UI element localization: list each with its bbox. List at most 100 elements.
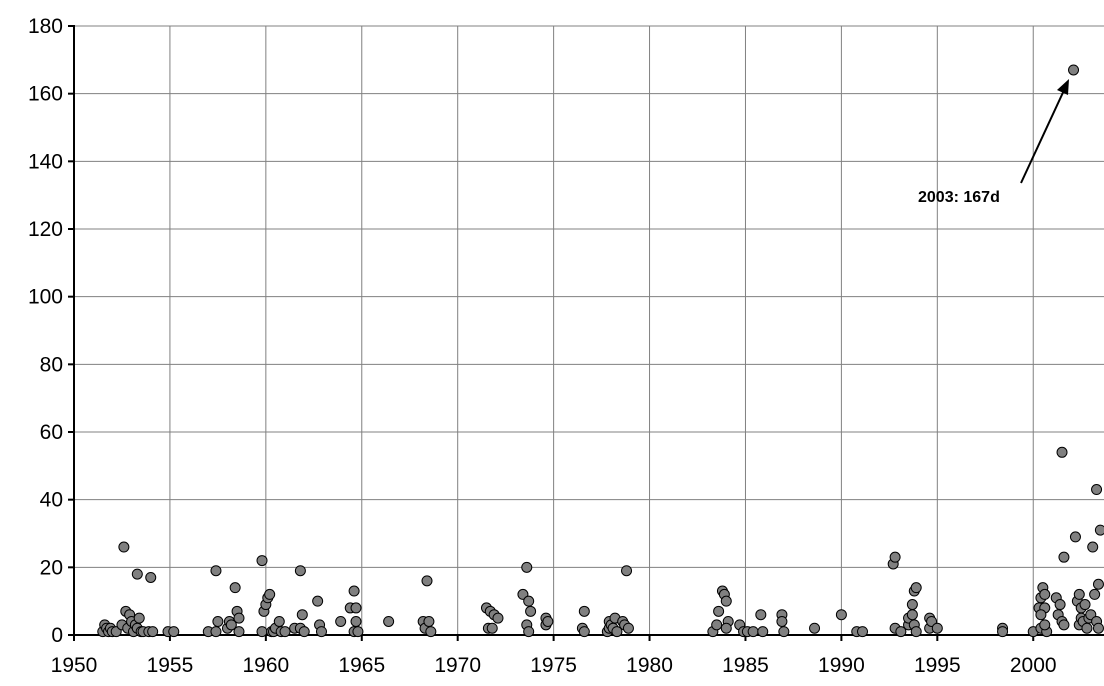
data-point	[1094, 524, 1104, 536]
data-point	[525, 605, 537, 617]
data-point	[131, 568, 143, 580]
data-point	[1073, 588, 1085, 600]
data-point	[210, 565, 222, 577]
data-point	[296, 609, 308, 621]
data-point	[118, 541, 130, 553]
data-point	[1087, 541, 1099, 553]
data-point	[273, 615, 285, 627]
data-point	[298, 626, 310, 638]
data-point	[133, 612, 145, 624]
y-tick-label: 40	[40, 489, 63, 512]
x-tick-label: 1975	[530, 654, 577, 677]
data-point	[492, 612, 504, 624]
axes: 0 20 40 60 80 100 120 140 160 180 1950 1955 1960 1965…	[28, 15, 1104, 677]
data-point	[1069, 531, 1081, 543]
annotation-arrowhead	[1057, 79, 1069, 95]
data-point	[778, 626, 790, 638]
data-point	[350, 602, 362, 614]
data-point	[229, 582, 241, 594]
data-points	[97, 64, 1104, 638]
data-point	[910, 582, 922, 594]
data-point	[335, 615, 347, 627]
data-point	[906, 609, 918, 621]
data-point	[1054, 599, 1066, 611]
data-point	[350, 615, 362, 627]
data-point	[294, 565, 306, 577]
data-point	[212, 615, 224, 627]
data-point	[225, 619, 237, 631]
data-point	[1035, 609, 1047, 621]
annotation-arrow-line	[1020, 85, 1067, 184]
data-point	[809, 622, 821, 634]
x-tick-label: 1970	[434, 654, 481, 677]
x-tick-label: 1955	[147, 654, 194, 677]
y-tick-label: 100	[28, 286, 63, 309]
data-point	[578, 626, 590, 638]
data-point	[348, 585, 360, 597]
x-tick-label: 1980	[626, 654, 673, 677]
data-point	[1056, 446, 1068, 458]
data-point	[1079, 599, 1091, 611]
x-tick-label: 1950	[51, 654, 98, 677]
data-point	[383, 615, 395, 627]
data-point	[906, 599, 918, 611]
data-point	[352, 626, 364, 638]
data-point	[210, 626, 222, 638]
x-tick-label: 2000	[1010, 654, 1057, 677]
data-point	[1092, 622, 1104, 634]
data-point	[713, 605, 725, 617]
data-point	[421, 575, 433, 587]
data-point	[233, 612, 245, 624]
data-point	[168, 626, 180, 638]
annotation: 2003: 167d	[918, 79, 1069, 206]
data-point	[1058, 619, 1070, 631]
data-point	[720, 595, 732, 607]
x-tick-label: 1995	[914, 654, 961, 677]
data-point	[622, 622, 634, 634]
data-point	[147, 626, 159, 638]
data-point	[931, 622, 943, 634]
data-point	[611, 626, 623, 638]
data-point	[425, 626, 437, 638]
data-point	[1058, 551, 1070, 563]
data-point	[145, 571, 157, 583]
x-tick-label: 1990	[818, 654, 865, 677]
y-tick-label: 80	[40, 353, 63, 376]
data-point	[1089, 588, 1101, 600]
data-point	[423, 615, 435, 627]
data-point	[578, 605, 590, 617]
data-point	[1039, 619, 1051, 631]
x-tick-label: 1985	[722, 654, 769, 677]
gridlines	[74, 25, 1104, 635]
data-point	[755, 609, 767, 621]
data-point	[1091, 484, 1103, 496]
data-point	[523, 626, 535, 638]
data-point	[747, 626, 759, 638]
data-point	[910, 626, 922, 638]
data-point	[315, 626, 327, 638]
annotation-label: 2003: 167d	[918, 189, 1000, 206]
y-tick-label: 0	[51, 624, 63, 647]
data-point	[835, 609, 847, 621]
data-point	[711, 619, 723, 631]
data-point	[264, 588, 276, 600]
y-tick-label: 160	[28, 83, 63, 106]
data-point	[279, 626, 291, 638]
data-point	[233, 626, 245, 638]
data-point	[997, 626, 1009, 638]
x-tick-label: 1965	[338, 654, 385, 677]
y-tick-label: 140	[28, 150, 63, 173]
data-point	[1039, 588, 1051, 600]
data-point	[523, 595, 535, 607]
data-point	[312, 595, 324, 607]
data-point	[1092, 578, 1104, 590]
data-point	[256, 626, 268, 638]
y-tick-label: 120	[28, 218, 63, 241]
data-point	[621, 565, 633, 577]
x-tick-label: 1960	[242, 654, 289, 677]
data-point	[895, 626, 907, 638]
data-point	[486, 622, 498, 634]
data-point	[1081, 622, 1093, 634]
y-tick-label: 180	[28, 15, 63, 38]
